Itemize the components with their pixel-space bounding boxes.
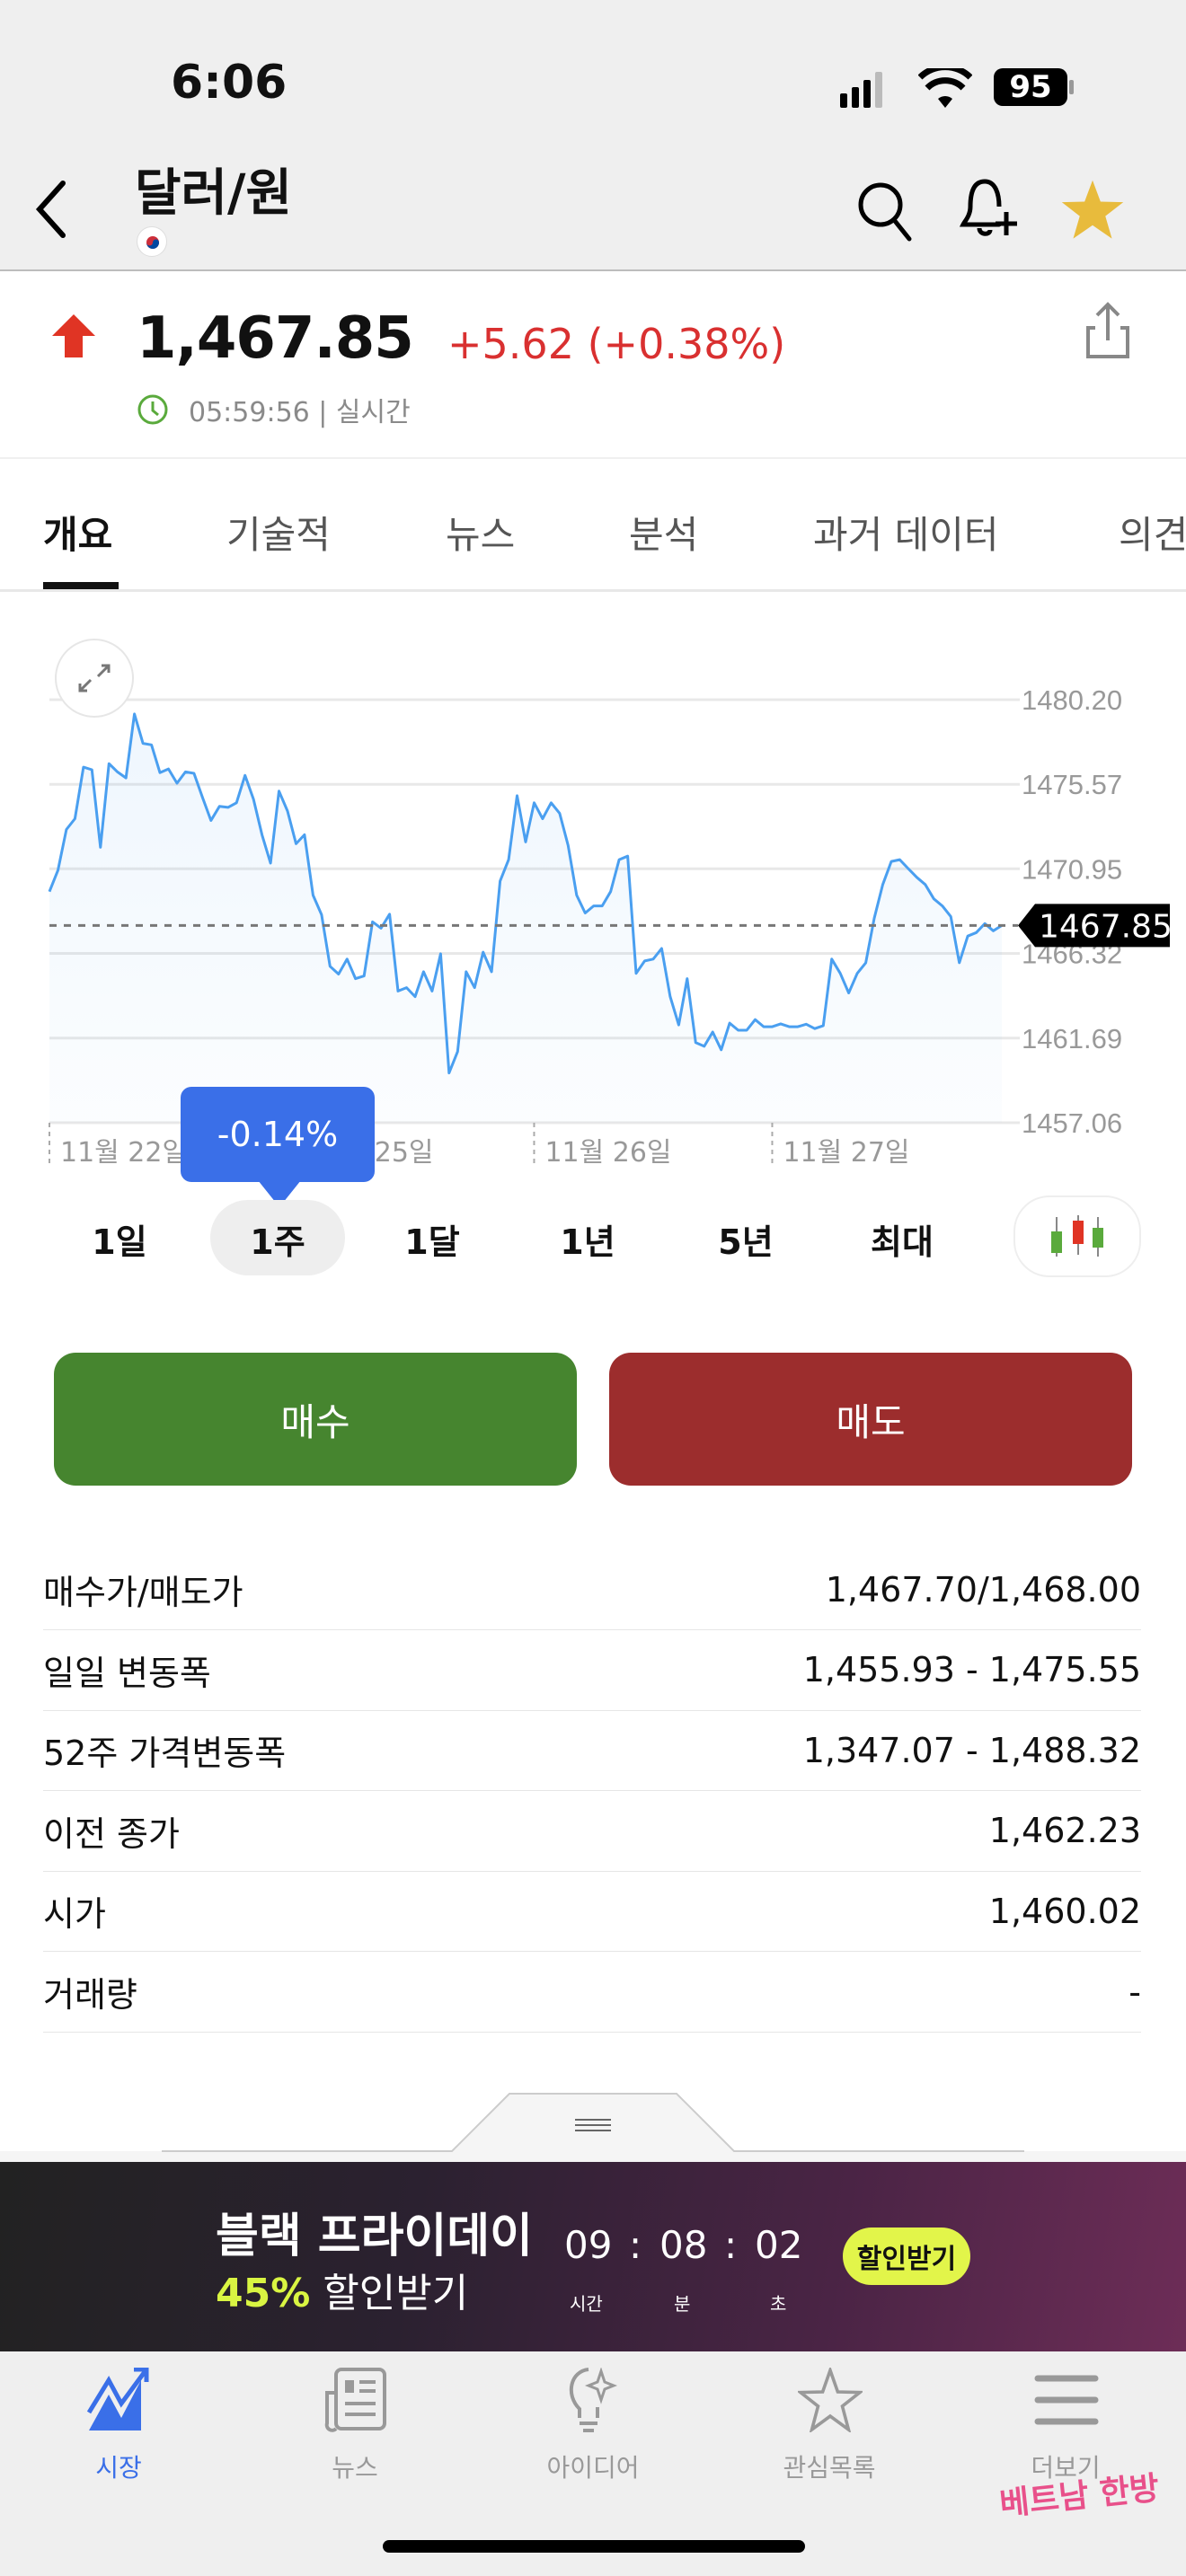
nav-label: 뉴스 [332, 2453, 378, 2483]
stat-value: 1,347.07 - 1,488.32 [802, 1730, 1141, 1770]
sell-button[interactable]: 매도 [609, 1353, 1132, 1486]
status-time: 6:06 [171, 56, 288, 110]
timer-minutes: 08 [659, 2223, 708, 2267]
page-title: 달러/원 [135, 164, 293, 223]
promo-percent: 45% [216, 2271, 311, 2316]
price-chart[interactable]: 1480.201475.571470.951466.321461.691457.… [0, 620, 1186, 1195]
stat-value: 1,462.23 [988, 1811, 1141, 1851]
stat-row: 시가 1,460.02 [43, 1871, 1141, 1953]
price-line [48, 712, 1003, 1075]
market-trend-icon [87, 2368, 149, 2430]
stat-row: 거래량 - [43, 1952, 1141, 2033]
candlestick-icon [1051, 1215, 1103, 1257]
current-price-badge [1018, 904, 1170, 948]
tab-analysis[interactable]: 분석 [629, 513, 699, 557]
share-icon[interactable] [1083, 301, 1133, 360]
timer-hours: 09 [564, 2223, 613, 2267]
stat-label: 매수가/매도가 [43, 1573, 243, 1612]
promo-title: 블랙 프라이데이 [216, 2210, 533, 2263]
timer-seconds-label: 초 [770, 2293, 787, 2315]
tab-technical[interactable]: 기술적 [226, 513, 331, 557]
stat-label: 52주 가격변동폭 [43, 1734, 287, 1774]
expand-icon [78, 664, 111, 693]
stat-row: 매수가/매도가 1,467.70/1,468.00 [43, 1549, 1141, 1630]
stat-value: - [1128, 1972, 1141, 2012]
tab-overview[interactable]: 개요 [43, 513, 113, 557]
star-outline-icon [798, 2368, 863, 2432]
promo-banner[interactable]: 블랙 프라이데이 45% 할인받기 09 : 08 : 02 시간 분 초 할인… [0, 2162, 1186, 2351]
y-tick-label: 1457.06 [1022, 1107, 1122, 1139]
period-max[interactable]: 최대 [871, 1222, 934, 1262]
price-change: +5.62 (+0.38%) [447, 320, 786, 368]
divider [0, 457, 1186, 459]
quote-time: 05:59:56 | 실시간 [189, 397, 411, 428]
promo-cta-button[interactable]: 할인받기 [843, 2228, 970, 2285]
menu-icon [1034, 2375, 1099, 2425]
current-price: 1,467.85 [137, 305, 414, 372]
newspaper-icon [324, 2368, 386, 2432]
south-korea-flag-icon [137, 226, 167, 257]
active-tab-underline [43, 582, 119, 589]
stat-label: 시가 [43, 1894, 106, 1935]
period-1w[interactable]: 1주 [250, 1222, 305, 1262]
timer-sep: : [629, 2223, 642, 2267]
back-chevron-icon[interactable] [32, 178, 72, 241]
current-price-label: 1467.85 [1039, 908, 1173, 945]
lightbulb-icon [570, 2368, 618, 2432]
search-icon[interactable] [855, 180, 915, 243]
timer-sep: : [724, 2223, 738, 2267]
expand-chart-button[interactable] [55, 639, 134, 718]
battery-tip [1069, 80, 1074, 94]
stat-row: 일일 변동폭 1,455.93 - 1,475.55 [43, 1630, 1141, 1711]
signal-icon [840, 72, 882, 108]
timer-minutes-label: 분 [674, 2293, 691, 2315]
stat-row: 이전 종가 1,462.23 [43, 1791, 1141, 1872]
battery-indicator: 95 [994, 68, 1067, 106]
promo-sub: 할인받기 [323, 2271, 469, 2316]
stat-value: 1,460.02 [988, 1891, 1141, 1931]
y-tick-label: 1475.57 [1022, 769, 1122, 800]
x-tick-label: 11월 26일 [544, 1137, 671, 1169]
wifi-icon [918, 68, 972, 108]
stat-row: 52주 가격변동폭 1,347.07 - 1,488.32 [43, 1710, 1141, 1792]
tab-opinion[interactable]: 의견 [1119, 513, 1186, 557]
active-period-pill [210, 1200, 345, 1275]
star-icon[interactable] [1058, 176, 1127, 244]
chart-type-button[interactable] [1013, 1195, 1141, 1277]
nav-label: 아이디어 [546, 2453, 640, 2483]
timer-hours-label: 시간 [570, 2293, 603, 2315]
tab-historical-data[interactable]: 과거 데이터 [813, 513, 999, 557]
stat-value: 1,455.93 - 1,475.55 [802, 1650, 1141, 1690]
bottom-nav: 시장 뉴스 아이디어 관심목록 더보기 베트남 한방 [0, 2351, 1186, 2576]
stat-value: 1,467.70/1,468.00 [825, 1569, 1141, 1610]
nav-label: 더보기 [1031, 2453, 1101, 2483]
tabs-divider [0, 589, 1186, 592]
buy-button[interactable]: 매수 [54, 1353, 577, 1486]
period-1d[interactable]: 1일 [92, 1222, 147, 1262]
price-area [49, 713, 1002, 1123]
nav-label: 시장 [95, 2453, 142, 2483]
nav-label: 관심목록 [783, 2453, 876, 2483]
tab-news[interactable]: 뉴스 [446, 513, 516, 557]
period-change-tooltip: -0.14% [181, 1087, 375, 1182]
y-tick-label: 1470.95 [1022, 853, 1122, 885]
x-tick-label: 11월 22일 [60, 1137, 187, 1169]
clock-icon [137, 394, 168, 425]
promo-subtitle: 45% 할인받기 [216, 2261, 468, 2318]
x-tick-label: 11월 27일 [783, 1137, 909, 1169]
period-1m[interactable]: 1달 [404, 1222, 460, 1262]
y-tick-label: 1461.69 [1022, 1023, 1122, 1054]
home-indicator [383, 2540, 805, 2553]
period-5y[interactable]: 5년 [718, 1222, 774, 1262]
stat-label: 일일 변동폭 [43, 1653, 211, 1693]
stat-label: 이전 종가 [43, 1813, 180, 1854]
bell-plus-icon[interactable] [958, 176, 1021, 244]
y-tick-label: 1480.20 [1022, 684, 1122, 716]
stat-label: 거래량 [43, 1975, 137, 2015]
period-1y[interactable]: 1년 [560, 1222, 615, 1262]
drawer-handle[interactable] [0, 2091, 1186, 2163]
timer-seconds: 02 [755, 2223, 803, 2267]
up-arrow-icon [52, 314, 95, 357]
